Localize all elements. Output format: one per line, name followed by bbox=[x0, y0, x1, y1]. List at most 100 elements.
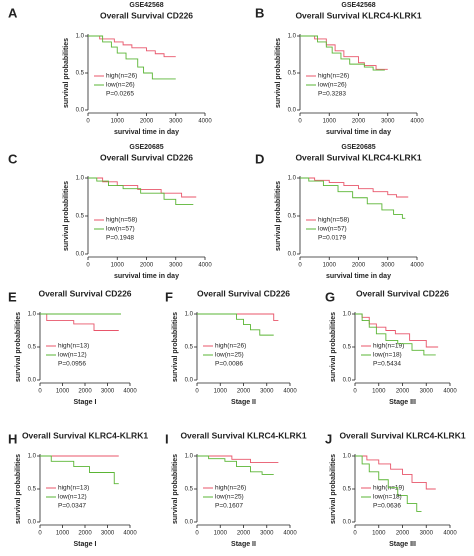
x-tick-label: 3000 bbox=[381, 263, 395, 269]
x-tick-label: 1000 bbox=[111, 263, 125, 269]
y-tick-label: 0.5 bbox=[28, 487, 37, 493]
x-tick-label: 0 bbox=[86, 263, 90, 269]
p-value: P=0.0636 bbox=[373, 503, 401, 510]
x-tick-label: 2000 bbox=[140, 119, 154, 125]
x-tick-label: 4000 bbox=[443, 531, 457, 537]
x-axis-label: Stage III bbox=[389, 399, 416, 406]
survival-curve bbox=[355, 455, 436, 490]
x-tick-label: 2000 bbox=[352, 263, 366, 269]
legend-label: low(n=18) bbox=[373, 494, 402, 501]
legend-label: high(n=58) bbox=[318, 217, 349, 224]
x-tick-label: 4000 bbox=[443, 389, 457, 395]
x-axis-label: Stage III bbox=[389, 541, 416, 548]
x-axis-label: Stage II bbox=[231, 399, 256, 406]
p-value: P=0.1607 bbox=[215, 503, 243, 510]
x-tick-label: 2000 bbox=[78, 389, 92, 395]
y-axis-label: survival probabilities bbox=[330, 454, 337, 524]
legend-label: high(n=26) bbox=[318, 73, 349, 80]
x-tick-label: 4000 bbox=[123, 531, 137, 537]
x-tick-label: 3000 bbox=[169, 119, 183, 125]
chart-title: Overall Survival KLRC4-KLRK1 bbox=[295, 10, 421, 20]
x-tick-label: 0 bbox=[353, 389, 357, 395]
legend-label: low(n=12) bbox=[58, 494, 87, 501]
legend-label: low(n=57) bbox=[106, 226, 135, 233]
y-tick-label: 0.5 bbox=[343, 487, 352, 493]
y-tick-label: 0.0 bbox=[28, 378, 37, 384]
y-axis-label: survival probabilities bbox=[275, 181, 282, 251]
x-tick-label: 1000 bbox=[214, 389, 228, 395]
legend-label: low(n=18) bbox=[373, 352, 402, 359]
y-tick-label: 0.5 bbox=[76, 214, 85, 220]
x-tick-label: 2000 bbox=[396, 531, 410, 537]
y-tick-label: 1.0 bbox=[28, 454, 37, 460]
y-tick-label: 0.5 bbox=[288, 214, 297, 220]
chart-title: Overall Survival CD226 bbox=[197, 288, 290, 298]
x-tick-label: 0 bbox=[298, 119, 302, 125]
x-tick-label: 1000 bbox=[111, 119, 125, 125]
x-tick-label: 2000 bbox=[352, 119, 366, 125]
legend-label: low(n=57) bbox=[318, 226, 347, 233]
survival-curve bbox=[197, 313, 274, 336]
x-axis-label: survival time in day bbox=[114, 129, 179, 136]
x-axis-label: Stage I bbox=[74, 541, 97, 548]
x-tick-label: 0 bbox=[86, 119, 90, 125]
x-tick-label: 1000 bbox=[323, 263, 337, 269]
legend-label: low(n=25) bbox=[215, 352, 244, 359]
y-axis-label: survival probabilities bbox=[172, 454, 179, 524]
y-axis-label: survival probabilities bbox=[63, 181, 70, 251]
y-tick-label: 0.0 bbox=[288, 252, 297, 258]
panel-letter: F bbox=[165, 289, 173, 304]
y-tick-label: 1.0 bbox=[185, 312, 194, 318]
legend-label: high(n=26) bbox=[215, 343, 246, 350]
x-tick-label: 3000 bbox=[169, 263, 183, 269]
x-tick-label: 4000 bbox=[283, 389, 297, 395]
panel-letter: H bbox=[8, 431, 17, 446]
y-tick-label: 1.0 bbox=[343, 454, 352, 460]
survival-curve bbox=[355, 455, 422, 512]
chart-title: Overall Survival KLRC4-KLRK1 bbox=[180, 430, 306, 440]
survival-curve bbox=[197, 455, 274, 475]
panel-letter: I bbox=[165, 431, 169, 446]
panel-letter: A bbox=[8, 5, 18, 20]
p-value: P=0.0956 bbox=[58, 361, 86, 368]
chart-title: Overall Survival KLRC4-KLRK1 bbox=[295, 152, 421, 162]
legend-label: low(n=12) bbox=[58, 352, 87, 359]
x-tick-label: 3000 bbox=[260, 531, 274, 537]
x-tick-label: 2000 bbox=[237, 389, 251, 395]
y-tick-label: 0.0 bbox=[76, 252, 85, 258]
y-axis-label: survival probabilities bbox=[330, 312, 337, 382]
legend-label: high(n=19) bbox=[373, 485, 404, 492]
x-tick-label: 0 bbox=[38, 389, 42, 395]
legend-label: high(n=13) bbox=[58, 485, 89, 492]
panel-letter: E bbox=[8, 289, 17, 304]
survival-curve bbox=[300, 177, 409, 198]
x-tick-label: 1000 bbox=[372, 389, 386, 395]
panel-letter: D bbox=[255, 151, 264, 166]
y-tick-label: 0.0 bbox=[288, 108, 297, 114]
survival-curve bbox=[300, 35, 385, 71]
survival-curve bbox=[88, 35, 176, 58]
x-axis-label: Stage I bbox=[74, 399, 97, 406]
x-tick-label: 1000 bbox=[323, 119, 337, 125]
survival-curve bbox=[300, 177, 406, 219]
x-tick-label: 3000 bbox=[260, 389, 274, 395]
x-tick-label: 3000 bbox=[420, 389, 434, 395]
y-tick-label: 0.0 bbox=[343, 378, 352, 384]
y-tick-label: 0.5 bbox=[185, 487, 194, 493]
x-tick-label: 4000 bbox=[198, 119, 212, 125]
dataset-label: GSE42568 bbox=[129, 2, 163, 9]
x-tick-label: 0 bbox=[298, 263, 302, 269]
legend-label: low(n=25) bbox=[215, 494, 244, 501]
survival-curve bbox=[355, 313, 436, 356]
chart-title: Overall Survival CD226 bbox=[356, 288, 449, 298]
legend-label: high(n=13) bbox=[58, 343, 89, 350]
x-axis-label: survival time in day bbox=[114, 273, 179, 280]
survival-curve bbox=[355, 313, 439, 348]
y-tick-label: 0.5 bbox=[288, 71, 297, 77]
chart-title: Overall Survival CD226 bbox=[38, 288, 131, 298]
x-tick-label: 2000 bbox=[396, 389, 410, 395]
p-value: P=0.3283 bbox=[318, 91, 346, 98]
survival-curve bbox=[88, 35, 176, 80]
panel-letter: J bbox=[325, 431, 332, 446]
